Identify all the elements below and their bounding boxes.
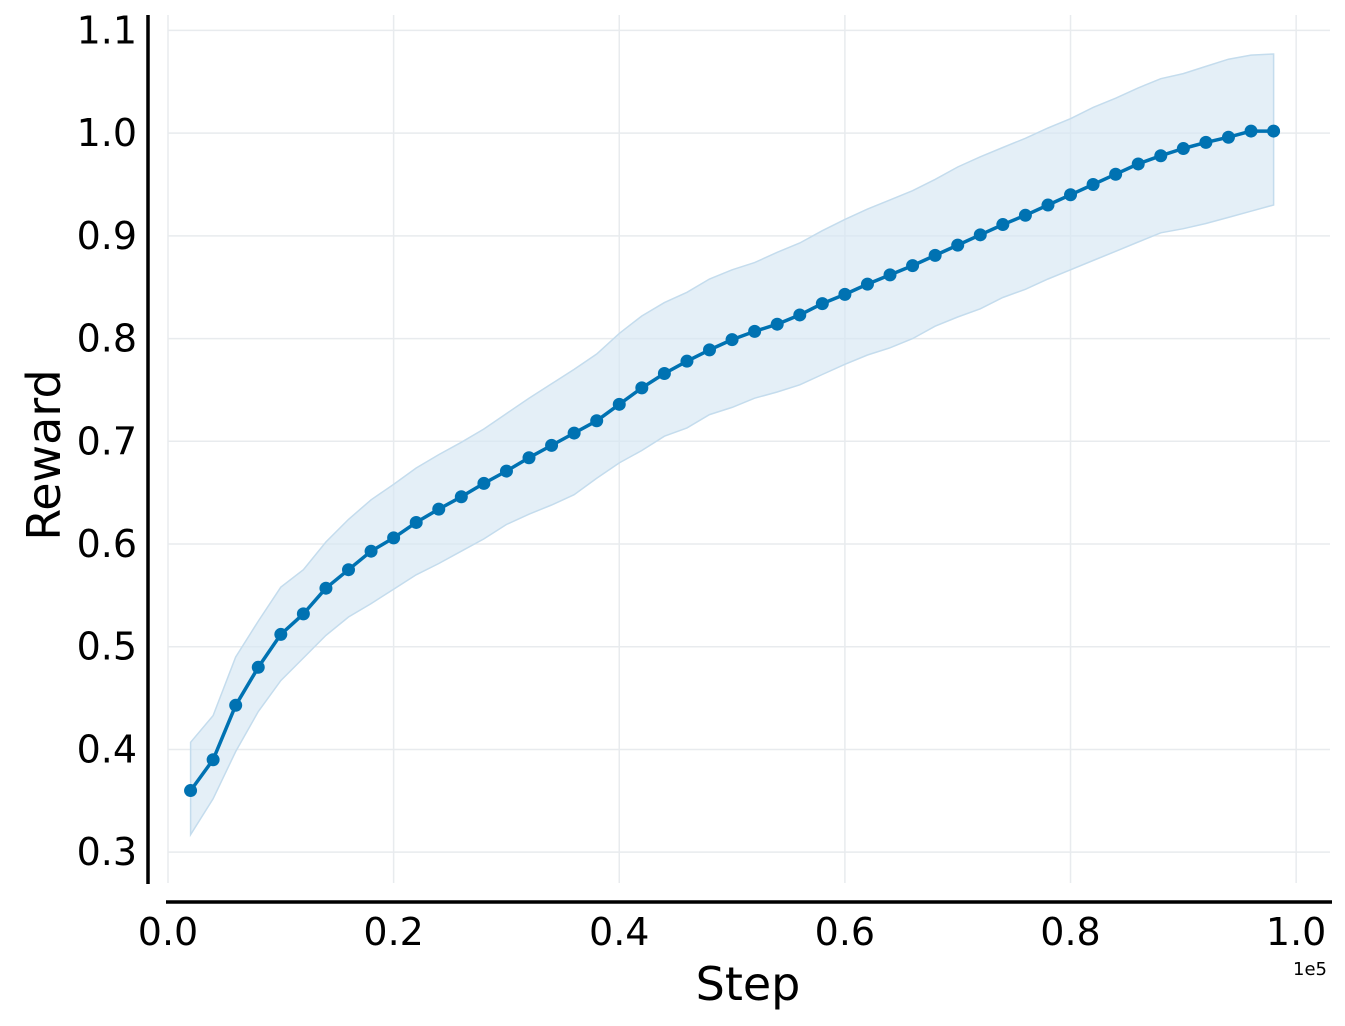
data-point-43 xyxy=(1154,149,1168,163)
data-point-48 xyxy=(1267,124,1281,138)
x-tick-label-5: 1.0 xyxy=(1266,910,1326,954)
data-point-32 xyxy=(906,259,920,273)
data-point-21 xyxy=(657,366,671,380)
data-point-47 xyxy=(1244,124,1258,138)
data-point-7 xyxy=(342,563,356,577)
data-point-19 xyxy=(612,397,626,411)
x-tick-label-2: 0.4 xyxy=(589,910,649,954)
data-point-15 xyxy=(522,451,536,465)
data-point-4 xyxy=(274,627,288,641)
data-point-11 xyxy=(432,502,446,516)
data-point-39 xyxy=(1064,188,1078,202)
data-point-36 xyxy=(996,218,1010,232)
data-point-18 xyxy=(590,414,604,428)
data-point-3 xyxy=(251,660,265,674)
data-point-44 xyxy=(1176,142,1190,156)
data-point-41 xyxy=(1109,167,1123,181)
axes xyxy=(146,15,1332,904)
data-point-0 xyxy=(184,784,198,798)
data-point-10 xyxy=(409,515,423,529)
x-tick-label-1: 0.2 xyxy=(363,910,423,954)
data-point-17 xyxy=(567,426,581,440)
x-tick-label-4: 0.8 xyxy=(1040,910,1100,954)
data-point-45 xyxy=(1199,135,1213,149)
data-point-46 xyxy=(1221,130,1235,144)
data-point-31 xyxy=(883,268,897,282)
reward-series xyxy=(184,124,1281,798)
data-point-9 xyxy=(387,531,401,545)
y-tick-label-6: 0.9 xyxy=(77,214,137,258)
data-point-2 xyxy=(229,698,243,712)
tick-labels: 0.0 0.2 0.4 0.6 0.8 1.0 0.3 0.4 0.5 0.6 0.7 0.8 0.9 1… xyxy=(77,8,1327,954)
y-tick-label-7: 1.0 xyxy=(77,111,137,155)
data-point-13 xyxy=(477,476,491,490)
data-point-6 xyxy=(319,581,333,595)
data-point-8 xyxy=(364,544,378,558)
data-point-16 xyxy=(545,438,559,452)
x-axis-title: Step xyxy=(696,957,801,1011)
data-point-14 xyxy=(499,464,513,478)
confidence-band xyxy=(189,53,1275,838)
data-point-5 xyxy=(296,607,310,621)
y-tick-label-5: 0.8 xyxy=(77,317,137,361)
data-point-20 xyxy=(635,381,649,395)
data-point-38 xyxy=(1041,198,1055,212)
data-point-25 xyxy=(748,324,762,338)
data-point-37 xyxy=(1018,208,1032,222)
y-tick-label-3: 0.6 xyxy=(77,522,137,566)
y-tick-label-2: 0.5 xyxy=(77,625,137,669)
data-point-28 xyxy=(815,297,829,311)
data-point-22 xyxy=(680,354,694,368)
y-tick-label-1: 0.4 xyxy=(77,727,137,771)
data-point-26 xyxy=(770,317,784,331)
data-point-35 xyxy=(973,228,987,242)
y-tick-label-0: 0.3 xyxy=(77,830,137,874)
x-tick-label-0: 0.0 xyxy=(138,910,198,954)
data-point-29 xyxy=(838,287,852,301)
data-point-12 xyxy=(454,490,468,504)
band-area-0 xyxy=(189,53,1275,838)
data-point-27 xyxy=(793,308,807,322)
data-point-40 xyxy=(1086,177,1100,191)
data-point-1 xyxy=(206,753,220,767)
y-tick-label-4: 0.7 xyxy=(77,419,137,463)
y-axis-title: Reward xyxy=(17,369,71,540)
x-tick-label-3: 0.6 xyxy=(815,910,875,954)
data-point-24 xyxy=(725,333,739,347)
data-point-30 xyxy=(860,277,874,291)
x-offset-label: 1e5 xyxy=(1293,959,1327,980)
data-point-33 xyxy=(928,248,942,262)
data-point-34 xyxy=(951,238,965,252)
data-point-23 xyxy=(703,343,717,357)
y-tick-label-8: 1.1 xyxy=(77,8,137,52)
data-point-42 xyxy=(1131,157,1145,171)
